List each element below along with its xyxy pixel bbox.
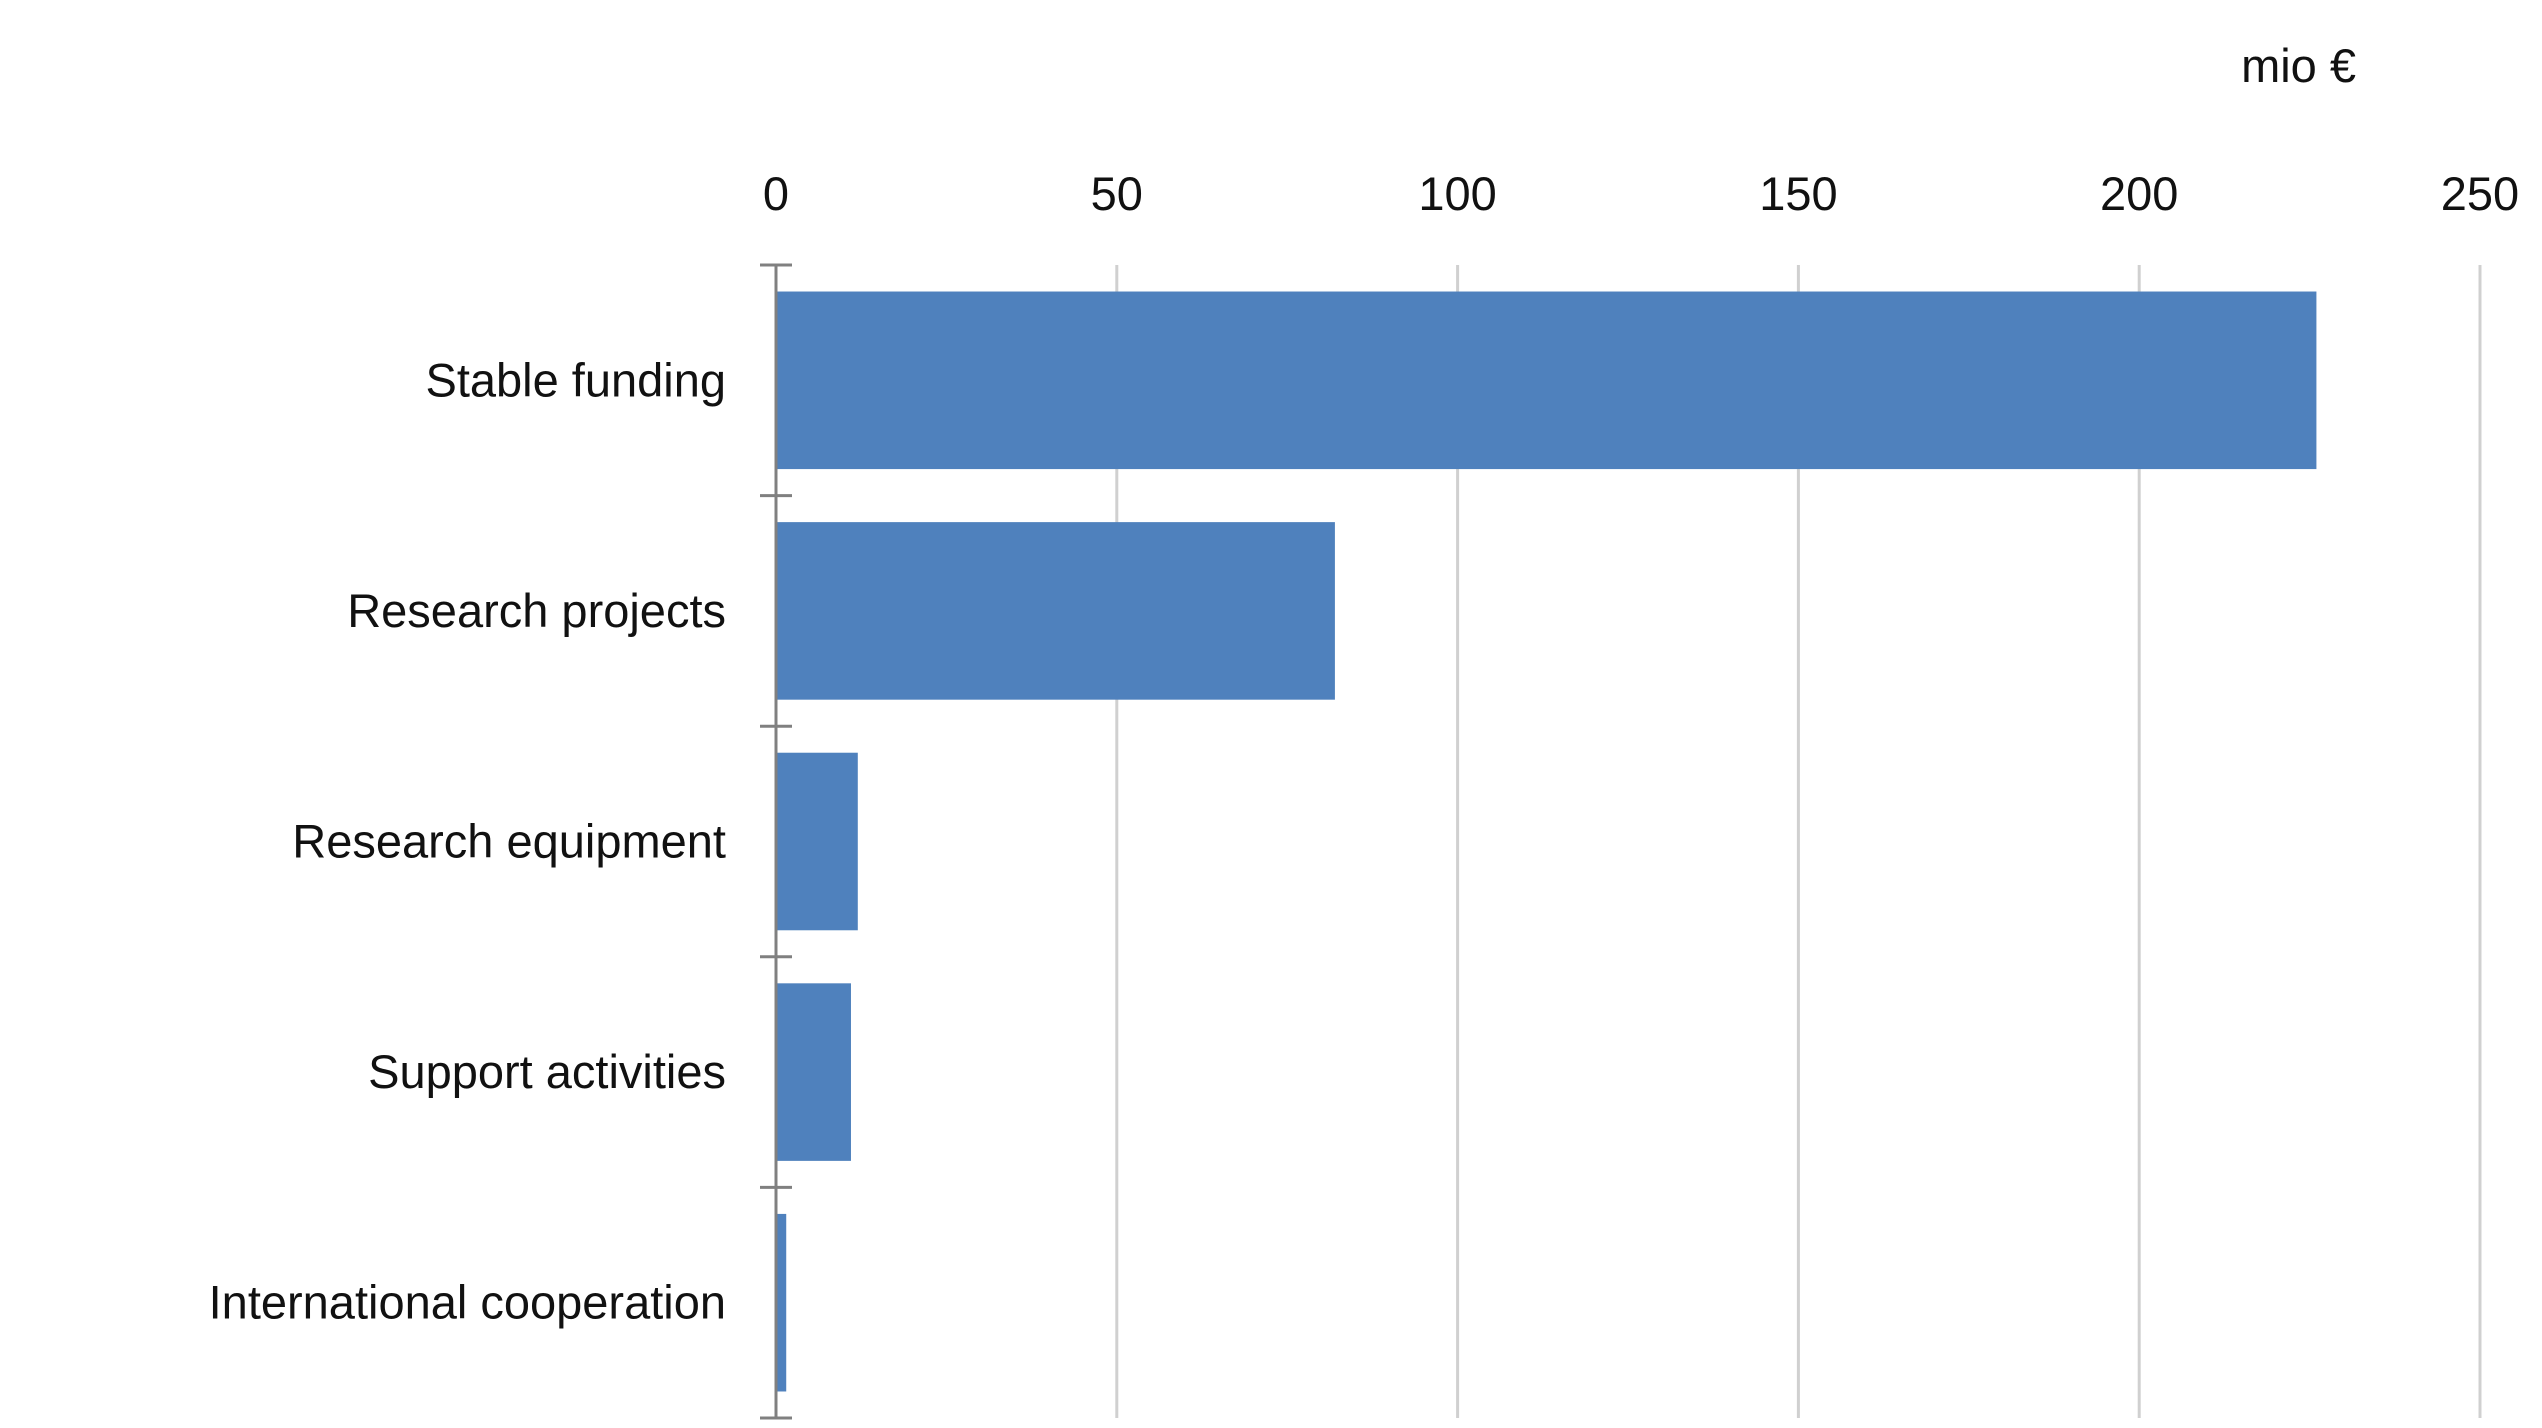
x-tick-label: 100 [1418, 167, 1496, 220]
category-labels: Stable funding Research projects Research … [209, 353, 726, 1328]
bars [776, 291, 2317, 1392]
x-tick-label: 150 [1759, 167, 1837, 220]
x-tick-label: 0 [763, 167, 789, 220]
x-tick-label: 200 [2100, 167, 2178, 220]
bar-5 [776, 1213, 787, 1392]
bar-4 [776, 983, 851, 1161]
category-label: Stable funding [425, 353, 726, 406]
category-label: Research projects [347, 584, 726, 637]
category-label: International cooperation [209, 1276, 726, 1329]
x-tick-label: 50 [1091, 167, 1143, 220]
category-label: Research equipment [292, 815, 726, 868]
bar-2 [776, 522, 1335, 700]
bar-1 [776, 291, 2317, 470]
x-axis-ticks: 0 50 100 150 200 250 [763, 167, 2519, 220]
category-label: Support activities [368, 1045, 726, 1098]
x-tick-label: 250 [2441, 167, 2519, 220]
y-axis [760, 263, 792, 1420]
unit-label: mio € [2241, 39, 2356, 92]
bar-3 [776, 752, 858, 931]
